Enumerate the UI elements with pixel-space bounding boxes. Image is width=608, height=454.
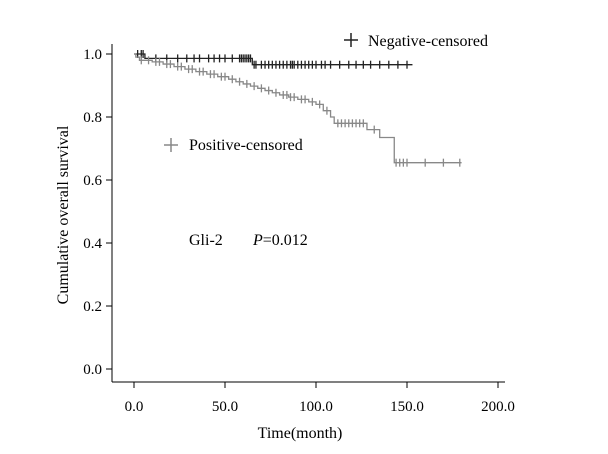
legend-negative-marker bbox=[344, 33, 358, 47]
x-ticks: 0.0 50.0 100.0 150.0 200.0 bbox=[125, 382, 515, 415]
p-value-annotation: P=0.012 bbox=[252, 232, 308, 249]
x-tick-label: 50.0 bbox=[212, 399, 238, 415]
x-tick-label: 200.0 bbox=[481, 399, 515, 415]
y-tick-label: 1.0 bbox=[83, 47, 102, 63]
legend-negative: Negative-censored bbox=[344, 33, 488, 50]
x-tick-label: 150.0 bbox=[390, 399, 424, 415]
y-tick-label: 0.8 bbox=[83, 110, 102, 126]
y-tick-label: 0.6 bbox=[83, 173, 102, 189]
x-axis-label: Time(month) bbox=[258, 425, 343, 442]
y-tick-label: 0.2 bbox=[83, 299, 102, 315]
y-ticks: 0.0 0.2 0.4 0.6 0.8 1.0 bbox=[83, 47, 112, 378]
p-label: P bbox=[252, 232, 263, 249]
y-axis-label: Cumulative overall survival bbox=[55, 125, 72, 304]
p-value: =0.012 bbox=[263, 232, 308, 249]
legend-positive-marker bbox=[164, 138, 178, 152]
y-tick-label: 0.4 bbox=[83, 236, 102, 252]
legend-negative-label: Negative-censored bbox=[368, 33, 488, 50]
x-tick-label: 0.0 bbox=[125, 399, 144, 415]
legend-positive-label: Positive-censored bbox=[189, 137, 303, 154]
x-tick-label: 100.0 bbox=[299, 399, 333, 415]
series-layer bbox=[134, 50, 462, 167]
axes bbox=[111, 44, 505, 383]
y-tick-label: 0.0 bbox=[83, 362, 102, 378]
legend-positive: Positive-censored bbox=[164, 137, 303, 154]
gene-annotation: Gli-2 bbox=[189, 232, 223, 249]
positive-survival-curve bbox=[134, 53, 462, 164]
